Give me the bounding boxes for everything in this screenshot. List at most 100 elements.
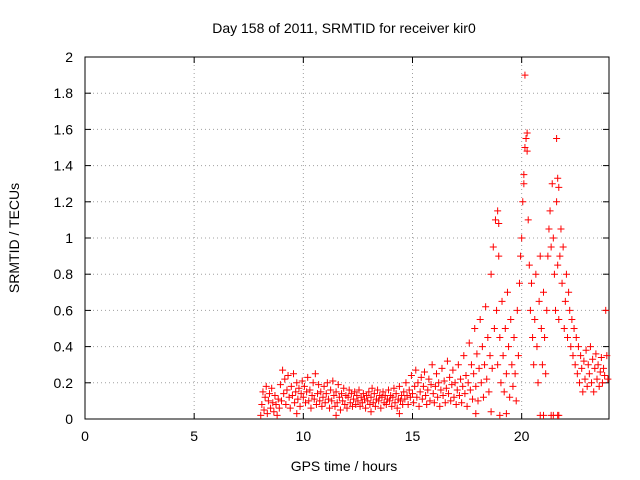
data-point bbox=[285, 393, 293, 401]
data-point bbox=[279, 366, 287, 374]
data-point bbox=[427, 381, 435, 389]
data-point bbox=[515, 279, 523, 287]
data-point bbox=[409, 390, 416, 398]
data-point bbox=[453, 386, 461, 394]
data-point bbox=[418, 395, 426, 403]
data-point bbox=[434, 393, 442, 401]
data-point bbox=[501, 325, 509, 332]
data-point bbox=[540, 411, 547, 419]
data-point bbox=[396, 397, 404, 405]
data-point bbox=[422, 391, 430, 399]
data-point bbox=[391, 399, 399, 407]
data-point bbox=[493, 306, 501, 314]
data-point bbox=[458, 399, 466, 407]
data-point bbox=[307, 404, 315, 412]
data-point bbox=[523, 129, 531, 137]
data-point bbox=[404, 401, 412, 409]
data-point bbox=[519, 198, 527, 206]
x-tick-label: 0 bbox=[81, 428, 89, 444]
data-point bbox=[321, 399, 329, 407]
data-point bbox=[261, 393, 269, 401]
y-tick-label: 0.4 bbox=[54, 339, 74, 355]
data-point bbox=[602, 306, 610, 314]
data-point bbox=[366, 401, 374, 409]
y-tick-label: 1.2 bbox=[54, 194, 74, 210]
data-point bbox=[330, 391, 338, 399]
data-point bbox=[548, 180, 556, 188]
data-point bbox=[512, 397, 520, 405]
data-point bbox=[393, 404, 401, 412]
data-point bbox=[464, 379, 472, 387]
data-point bbox=[460, 352, 468, 360]
data-point bbox=[378, 393, 386, 401]
data-point bbox=[445, 390, 453, 398]
data-point bbox=[559, 243, 567, 251]
data-point bbox=[514, 352, 522, 360]
data-point bbox=[482, 303, 490, 311]
data-point bbox=[390, 384, 398, 392]
data-point bbox=[360, 395, 368, 403]
data-point bbox=[590, 388, 598, 396]
data-point bbox=[546, 207, 554, 215]
data-point bbox=[284, 372, 292, 380]
data-point bbox=[454, 361, 462, 369]
data-point bbox=[534, 379, 542, 387]
data-point bbox=[476, 315, 484, 323]
data-point bbox=[558, 279, 566, 287]
data-point bbox=[298, 377, 306, 385]
data-point bbox=[521, 71, 529, 79]
data-point bbox=[359, 390, 367, 398]
data-point bbox=[554, 261, 562, 269]
data-point bbox=[350, 395, 358, 403]
data-point bbox=[584, 361, 592, 369]
data-point bbox=[496, 334, 504, 342]
data-point bbox=[487, 270, 495, 278]
data-point bbox=[304, 373, 312, 381]
data-point bbox=[524, 216, 532, 224]
data-point bbox=[314, 390, 322, 398]
data-point bbox=[477, 379, 485, 387]
y-tick-label: 1.4 bbox=[54, 158, 74, 174]
data-point bbox=[403, 391, 411, 399]
data-point bbox=[443, 357, 451, 365]
data-point bbox=[474, 397, 482, 405]
data-point bbox=[356, 402, 364, 410]
data-point bbox=[596, 368, 604, 376]
data-point bbox=[269, 399, 277, 407]
data-point bbox=[530, 361, 538, 369]
data-point bbox=[502, 410, 510, 418]
y-axis-label: SRMTID / TECUs bbox=[6, 183, 22, 293]
data-point bbox=[276, 381, 284, 389]
data-point bbox=[555, 315, 563, 323]
data-point bbox=[543, 306, 551, 314]
data-point bbox=[365, 388, 373, 396]
data-point bbox=[554, 174, 562, 182]
data-point bbox=[540, 288, 547, 296]
data-point bbox=[490, 325, 498, 332]
data-point bbox=[401, 395, 409, 403]
data-point bbox=[370, 390, 378, 398]
data-point bbox=[334, 381, 342, 389]
data-points bbox=[257, 71, 612, 419]
data-point bbox=[415, 402, 423, 410]
data-point bbox=[371, 402, 379, 410]
data-point bbox=[511, 370, 519, 378]
data-point bbox=[290, 370, 298, 378]
data-point bbox=[553, 198, 561, 206]
data-point bbox=[368, 384, 376, 392]
data-point bbox=[406, 393, 414, 401]
data-point bbox=[568, 315, 576, 323]
data-point bbox=[532, 270, 540, 278]
data-point bbox=[520, 171, 528, 179]
data-point bbox=[525, 261, 533, 269]
data-point bbox=[257, 411, 265, 419]
data-point bbox=[355, 386, 363, 394]
data-point bbox=[594, 361, 602, 369]
data-point bbox=[496, 411, 504, 419]
data-point bbox=[332, 388, 340, 396]
data-point bbox=[344, 393, 352, 401]
data-point bbox=[475, 364, 483, 372]
data-point bbox=[410, 399, 418, 407]
data-point bbox=[485, 388, 493, 396]
